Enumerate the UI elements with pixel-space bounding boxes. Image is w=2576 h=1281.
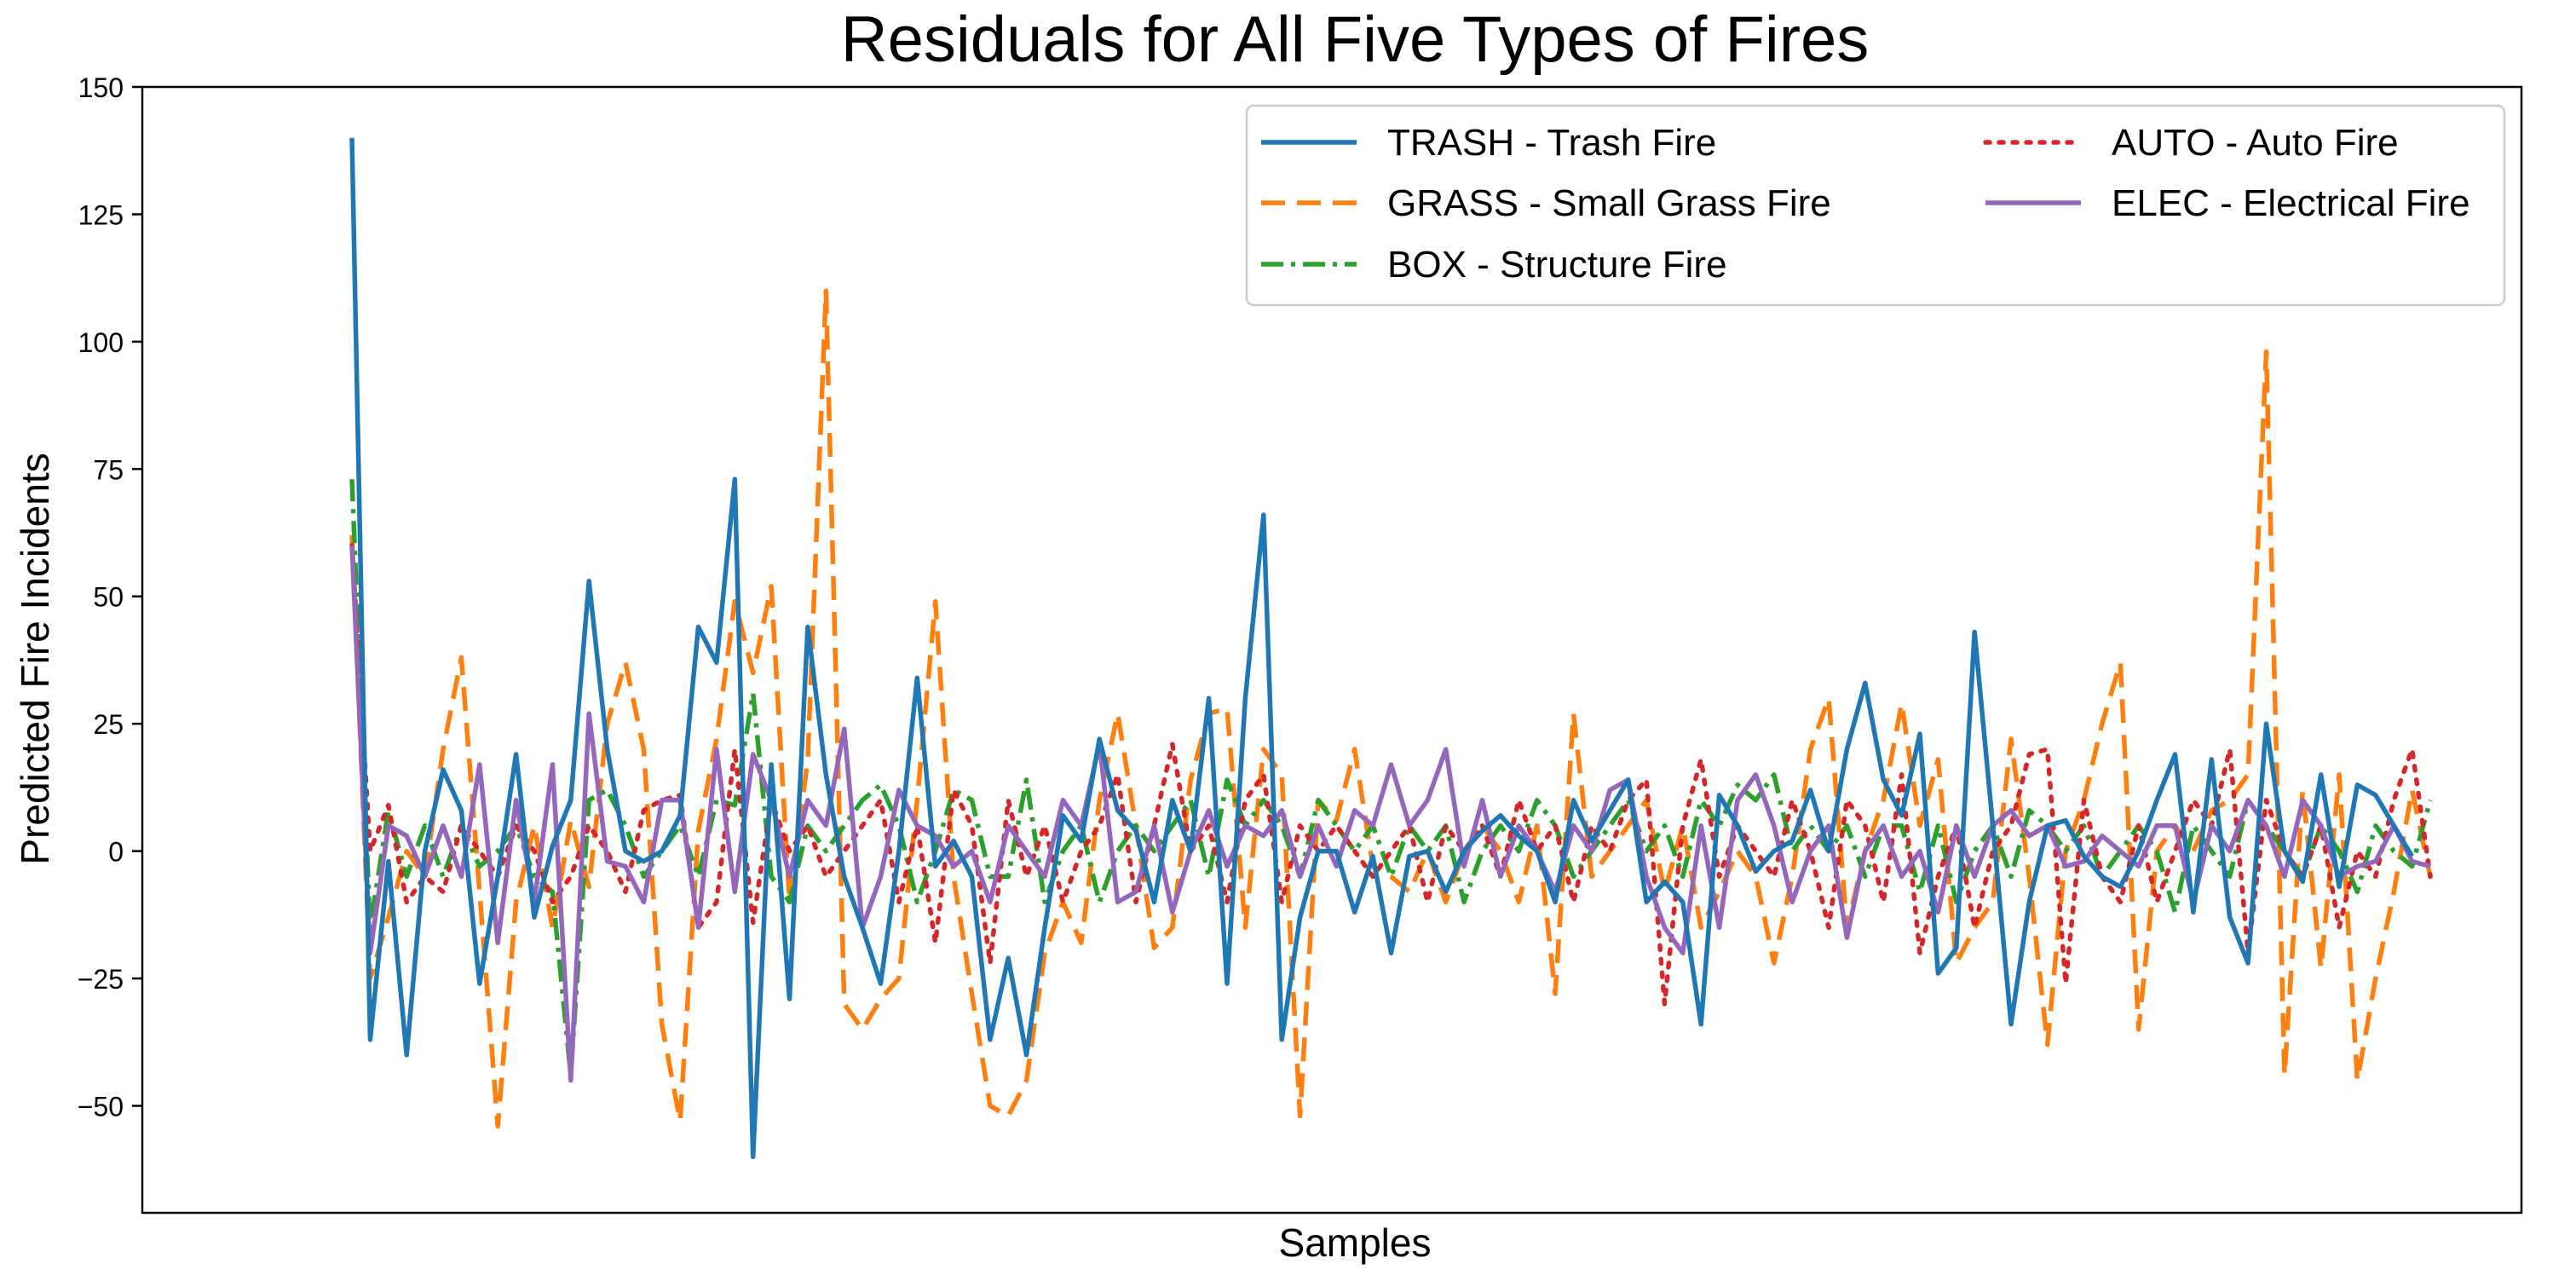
legend-label: ELEC - Electrical Fire bbox=[2112, 182, 2470, 224]
y-tick-label: 0 bbox=[108, 837, 124, 868]
y-axis-ticks: −50 −25 0 25 50 75 100 125 150 bbox=[78, 72, 142, 1122]
series-lines bbox=[349, 137, 2433, 1159]
y-tick-label: −25 bbox=[78, 964, 124, 995]
y-tick-label: 100 bbox=[78, 327, 124, 358]
series-line-grass bbox=[349, 288, 2433, 1129]
y-tick-label: 75 bbox=[93, 454, 124, 485]
y-tick-label: 125 bbox=[78, 199, 124, 230]
series-line-trash bbox=[349, 137, 2414, 1159]
legend-label: GRASS - Small Grass Fire bbox=[1387, 182, 1831, 224]
legend: TRASH - Trash Fire GRASS - Small Grass Fi… bbox=[1245, 104, 2506, 307]
y-tick-label: −50 bbox=[78, 1091, 124, 1122]
legend-label: TRASH - Trash Fire bbox=[1387, 122, 1716, 164]
legend-label: BOX - Structure Fire bbox=[1387, 244, 1727, 286]
plot-frame bbox=[141, 85, 2523, 1215]
y-axis-label: Predicted Fire Incidents bbox=[13, 453, 57, 864]
series-line-box bbox=[349, 479, 2433, 1078]
legend-box bbox=[1245, 104, 2506, 307]
plot-area bbox=[349, 137, 2433, 1159]
legend-label: AUTO - Auto Fire bbox=[2112, 122, 2399, 164]
chart-title: Residuals for All Five Types of Fires bbox=[841, 3, 1870, 76]
series-line-elec bbox=[349, 545, 2431, 1083]
x-axis-label: Samples bbox=[1279, 1220, 1432, 1265]
y-tick-label: 150 bbox=[78, 72, 124, 103]
y-tick-label: 50 bbox=[93, 582, 124, 613]
y-tick-label: 25 bbox=[93, 709, 124, 740]
